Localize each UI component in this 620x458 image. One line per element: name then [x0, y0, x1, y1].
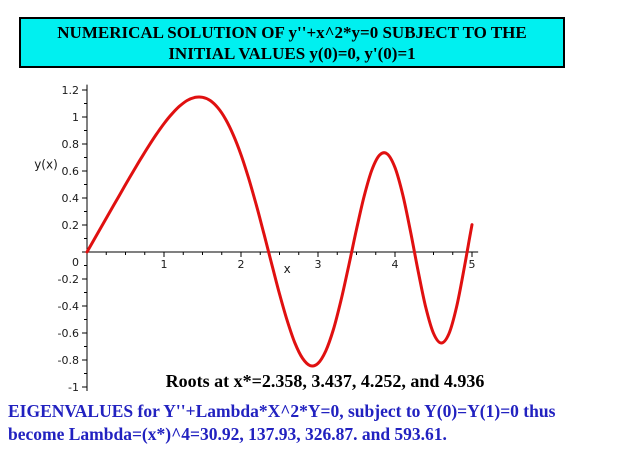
x-tick-label: 2	[238, 258, 245, 271]
y-tick-label: 1.2	[62, 84, 80, 97]
y-tick-label: 0.4	[62, 192, 80, 205]
y-tick-label: 0	[72, 256, 79, 269]
x-tick-label: 1	[161, 258, 168, 271]
x-tick-label: 5	[469, 258, 476, 271]
plot-title-box: NUMERICAL SOLUTION OF y''+x^2*y=0 SUBJEC…	[19, 17, 565, 68]
y-tick-label: 0.2	[62, 219, 80, 232]
plot-title-line1: NUMERICAL SOLUTION OF y''+x^2*y=0 SUBJEC…	[57, 23, 527, 42]
plot-title-line2: INITIAL VALUES y(0)=0, y'(0)=1	[168, 44, 416, 63]
y-tick-label: -0.2	[58, 273, 79, 286]
eigenvalues-note: EIGENVALUES for Y''+Lambda*X^2*Y=0, subj…	[8, 400, 620, 445]
roots-caption: Roots at x*=2.358, 3.437, 4.252, and 4.9…	[165, 371, 485, 391]
x-tick-label: 4	[392, 258, 399, 271]
y-tick-label: 0.6	[62, 165, 80, 178]
y-tick-label: 1	[72, 111, 79, 124]
x-tick-label: 3	[315, 258, 322, 271]
y-tick-label: -0.8	[58, 354, 79, 367]
y-axis-label: y(x)	[34, 157, 58, 171]
x-axis-label: x	[284, 262, 291, 276]
eigenvalues-note-line1: EIGENVALUES for Y''+Lambda*X^2*Y=0, subj…	[8, 401, 556, 421]
eigenvalues-note-line2: become Lambda=(x*)^4=30.92, 137.93, 326.…	[8, 423, 447, 444]
y-tick-label: 0.8	[62, 138, 80, 151]
solution-curve	[85, 95, 474, 368]
y-tick-label: -0.4	[58, 300, 79, 313]
y-tick-label: -0.6	[58, 327, 79, 340]
y-tick-label: -1	[68, 381, 79, 394]
